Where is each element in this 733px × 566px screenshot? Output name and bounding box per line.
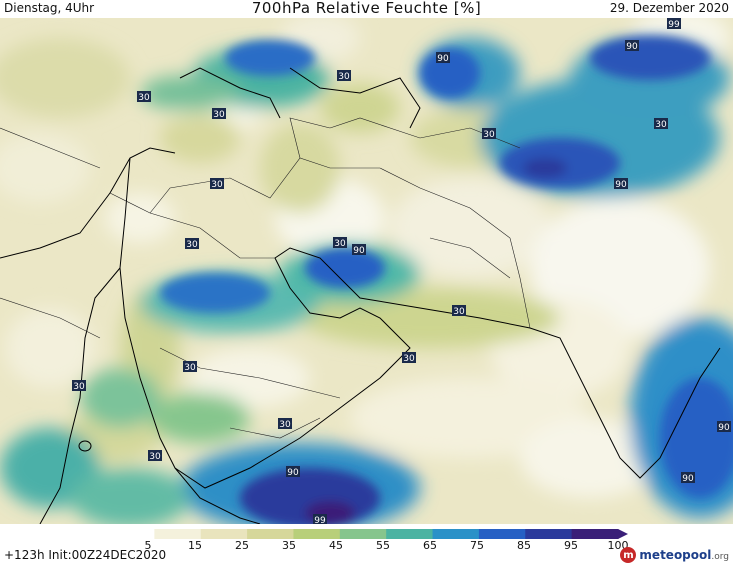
forecast-date: 29. Dezember 2020 [609,1,729,15]
svg-text:30: 30 [655,120,667,130]
humidity-map: 30 30 30 30 30 30 30 30 30 30 30 30 30 3… [0,18,733,524]
svg-text:90: 90 [353,246,365,256]
colorbar-segment [154,529,202,539]
colorbar-segment [200,529,248,539]
svg-text:99: 99 [314,516,326,524]
isoline-labels: 30 30 30 30 30 30 30 30 30 30 30 30 30 3… [72,18,731,524]
map-header: Dienstag, 4Uhr 700hPa Relative Feuchte [… [0,0,733,18]
isoline-label: 30 [333,237,347,249]
isoline-label: 30 [137,91,151,103]
svg-text:30: 30 [483,130,495,140]
isoline-label: 30 [210,178,224,190]
logo-name: meteopool [639,548,712,562]
isoline-label: 30 [212,108,226,120]
colorbar-extend-arrow [618,529,628,539]
colorbar [108,529,628,539]
colorbar-tick-label: 25 [235,539,249,552]
colorbar-tick-label: 5 [144,539,152,552]
svg-text:30: 30 [403,354,415,364]
isoline-label: 90 [436,52,450,64]
svg-text:30: 30 [211,180,223,190]
coastline-red-sea-west [39,267,121,524]
isoline-label: 90 [625,40,639,52]
svg-text:30: 30 [184,363,196,373]
svg-text:30: 30 [338,72,350,82]
colorbar-tick-label: 75 [470,539,484,552]
colorbar-segment [339,529,387,539]
isoline-label: 30 [402,352,416,364]
colorbar-segment [478,529,526,539]
meteopool-logo-icon: m [620,547,637,563]
colorbar-segment [108,529,155,539]
colorbar-segment [293,529,341,539]
colorbar-segment [571,529,619,539]
isoline-label: 30 [482,128,496,140]
colorbar-tick-label: 85 [517,539,531,552]
map-canvas: 30 30 30 30 30 30 30 30 30 30 30 30 30 3… [0,18,733,524]
colorbar-segment [525,529,573,539]
coastline-caspian [289,67,421,129]
colorbar-tick-label: 55 [376,539,390,552]
svg-text:90: 90 [682,474,694,484]
isoline-label: 90 [352,244,366,256]
isoline-label: 99 [667,18,681,30]
svg-text:30: 30 [138,93,150,103]
svg-text:90: 90 [626,42,638,52]
isoline-label: 30 [278,418,292,430]
isoline-label: 30 [148,450,162,462]
isoline-label: 90 [614,178,628,190]
svg-text:30: 30 [453,307,465,317]
svg-text:30: 30 [149,452,161,462]
svg-text:90: 90 [718,423,730,433]
coastline-black-sea [179,67,281,119]
svg-text:99: 99 [668,20,680,30]
lake [78,440,92,452]
colorbar-tick-label: 65 [423,539,437,552]
isoline-label: 99 [313,514,327,524]
isoline-label: 30 [452,305,466,317]
init-time: +123h Init:00Z24DEC2020 [4,548,167,562]
coastlines [0,67,721,524]
svg-text:30: 30 [334,239,346,249]
colorbar-tick-label: 45 [329,539,343,552]
isoline-label: 30 [72,380,86,392]
meteopool-logo[interactable]: m meteopool.org [620,546,729,564]
isoline-label: 90 [717,421,731,433]
isoline-label: 90 [286,466,300,478]
logo-suffix: .org [711,552,729,562]
isoline-label: 30 [183,361,197,373]
isoline-label: 30 [185,238,199,250]
svg-text:90: 90 [615,180,627,190]
isoline-label: 90 [681,472,695,484]
svg-text:90: 90 [287,468,299,478]
colorbar-segment [386,529,434,539]
isoline-label: 30 [337,70,351,82]
svg-text:90: 90 [437,54,449,64]
coastline-horn [174,467,261,524]
svg-text:30: 30 [73,382,85,392]
colorbar-ticks: 5 15 25 35 45 55 65 75 85 95 100 [108,539,629,553]
forecast-day-time: Dienstag, 4Uhr [4,1,95,15]
svg-text:30: 30 [213,110,225,120]
humidity-field-wet-cores [160,36,733,524]
svg-text:30: 30 [186,240,198,250]
map-title: 700hPa Relative Feuchte [%] [251,0,482,17]
colorbar-segment [432,529,480,539]
colorbar-tick-label: 35 [282,539,296,552]
isoline-label: 30 [654,118,668,130]
svg-text:30: 30 [279,420,291,430]
coastline-arabia-india [119,157,721,489]
colorbar-tick-label: 15 [188,539,202,552]
humidity-field-smooth [0,18,733,524]
colorbar-tick-label: 95 [564,539,578,552]
colorbar-segment [247,529,294,539]
